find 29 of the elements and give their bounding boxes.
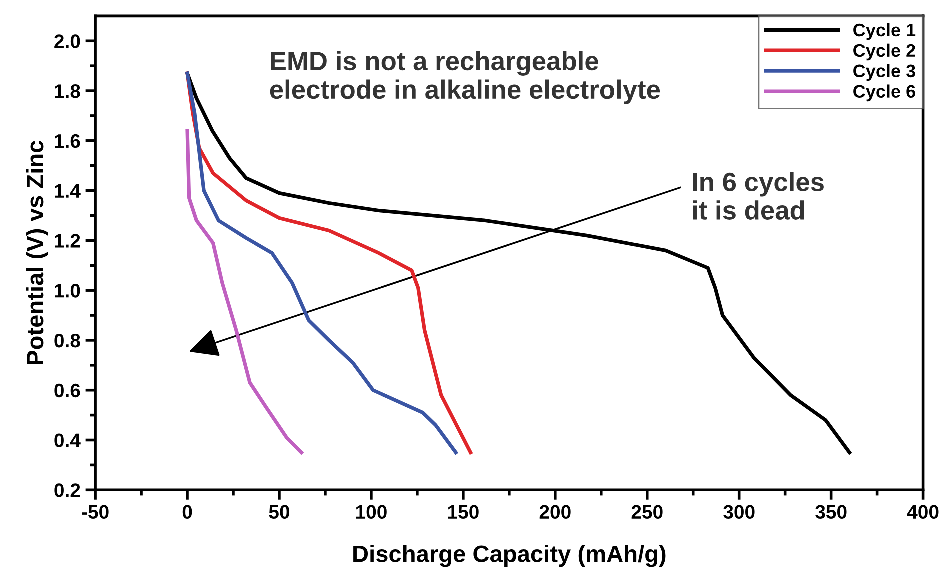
legend-label: Cycle 3: [854, 64, 916, 82]
x-tick-label: 0: [182, 505, 192, 520]
y-axis-title: Potential (V) vs Zinc: [26, 141, 48, 364]
x-tick-label: 350: [816, 505, 847, 520]
y-tick-label: 2.0: [54, 34, 80, 48]
y-tick-label: 1.4: [55, 184, 81, 198]
x-tick-label: 400: [907, 505, 939, 520]
line-series: [186, 129, 304, 455]
legend-label: Cycle 1: [854, 23, 916, 40]
y-tick-label: 0.8: [54, 334, 80, 348]
x-axis-title: Discharge Capacity (mAh/g): [354, 545, 666, 568]
y-tick-label: 1.6: [55, 134, 80, 148]
x-tick-label: 150: [448, 505, 479, 520]
y-tick-label: 1.2: [55, 234, 80, 248]
y-tick-label: 0.6: [54, 384, 80, 398]
y-tick-label: 1.0: [55, 284, 80, 298]
y-tick-label: 0.4: [54, 434, 81, 448]
x-tick-label: -50: [82, 505, 109, 520]
x-tick-label: 100: [356, 505, 387, 520]
y-tick-label: 0.2: [54, 484, 80, 498]
x-tick-label: 200: [540, 505, 571, 520]
x-tick-label: 300: [724, 505, 755, 520]
x-tick-label: 250: [632, 505, 663, 520]
legend-label: Cycle 6: [854, 84, 916, 102]
legend-label: Cycle 2: [854, 44, 916, 61]
x-tick-label: 50: [269, 505, 290, 520]
annotation: In 6 cycles it is dead: [693, 172, 824, 220]
annotation: EMD is not a rechargeable electrode in alkaline electrolyte: [270, 51, 660, 104]
y-tick-label: 1.8: [55, 84, 80, 98]
